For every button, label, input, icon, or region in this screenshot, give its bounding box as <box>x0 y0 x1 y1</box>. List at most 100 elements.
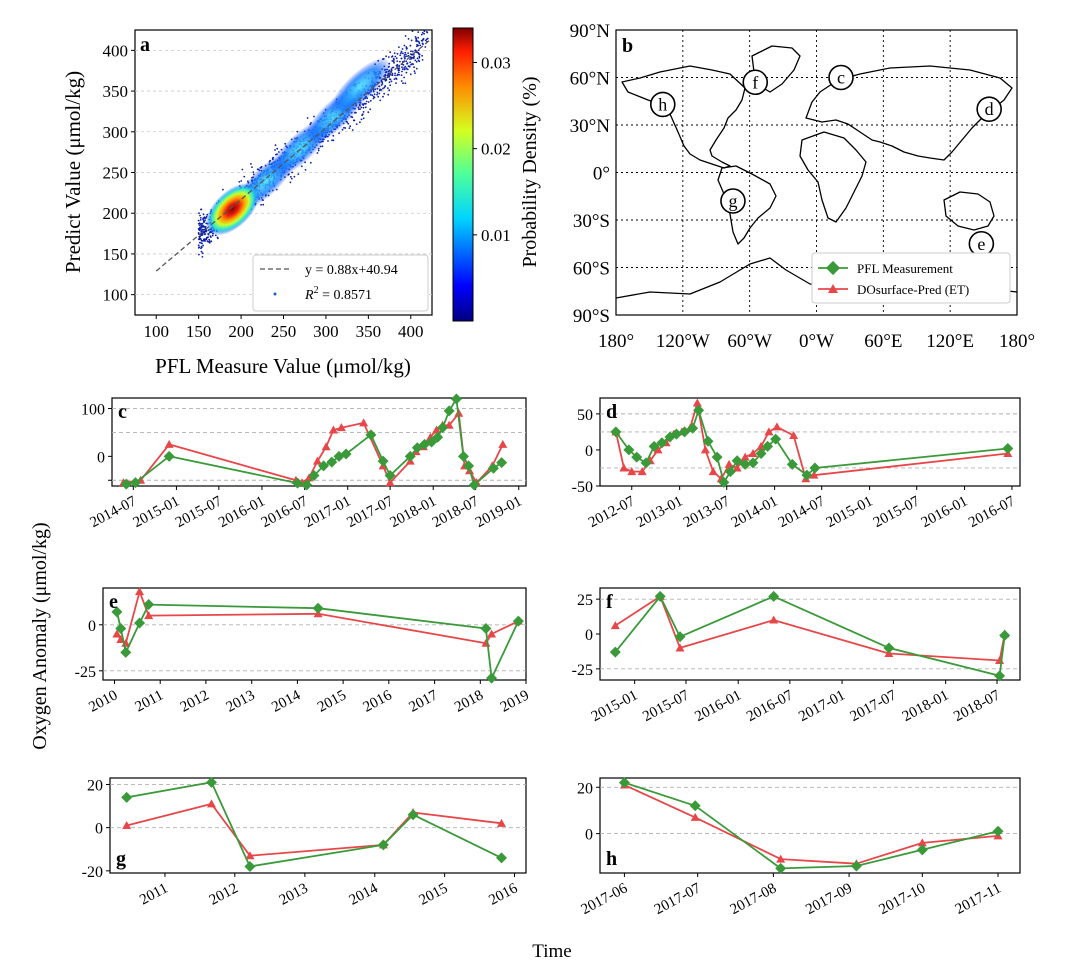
series-group-e <box>111 587 524 684</box>
pfl-marker <box>163 450 175 462</box>
scatter-point <box>396 52 399 55</box>
legend-b: PFL Measurement DOsurface-Pred (ET) <box>811 252 1011 304</box>
scatter-point <box>199 223 202 226</box>
scatter-point <box>203 238 206 241</box>
pred-marker <box>724 459 734 468</box>
x-tick-label-a: 200 <box>228 322 254 341</box>
scatter-point <box>376 93 378 96</box>
scatter-point <box>386 76 389 79</box>
scatter-point <box>391 60 394 62</box>
scatter-point <box>365 100 368 103</box>
x-tick-label-e: 2019 <box>498 687 532 715</box>
pfl-marker <box>437 422 449 434</box>
scatter-point <box>364 106 367 109</box>
scatter-point <box>406 68 409 71</box>
scatter-point <box>201 229 203 232</box>
scatter-point <box>369 108 372 111</box>
site-label-f: f <box>752 72 758 92</box>
scatter-point <box>396 60 399 62</box>
scatter-point <box>398 73 400 76</box>
scatter-point <box>402 52 404 55</box>
scatter-point <box>241 168 244 171</box>
scatter-point <box>200 242 203 245</box>
scatter-point <box>410 39 413 42</box>
fit-line <box>155 37 432 272</box>
plot-frame-f <box>599 587 1021 681</box>
scatter-point <box>409 61 412 64</box>
scatter-point <box>409 53 412 55</box>
scatter-point <box>388 81 391 84</box>
pfl-marker <box>739 458 751 470</box>
y-tick-label-g: -20 <box>82 864 103 881</box>
y-tick-label-g: 0 <box>95 821 103 838</box>
pfl-marker <box>120 478 132 490</box>
scatter-point <box>419 44 422 47</box>
scatter-point <box>400 80 403 82</box>
scatter-point <box>425 31 428 33</box>
scatter-point <box>197 244 200 247</box>
australia-coast <box>943 191 995 231</box>
pfl-marker <box>468 479 480 491</box>
pfl-marker <box>762 440 774 452</box>
y-tick-label-d: 0 <box>585 443 593 460</box>
pfl-marker <box>111 606 123 618</box>
series-group-f <box>609 590 1011 682</box>
scatter-point <box>398 64 400 67</box>
pfl-marker <box>377 455 389 467</box>
scatter-point <box>404 35 407 37</box>
pfl-marker <box>443 405 455 417</box>
map-lat-label: 30°S <box>573 211 610 232</box>
scatter-point <box>202 218 205 221</box>
pfl-marker <box>999 629 1011 641</box>
scatter-point <box>377 95 380 98</box>
scatter-point <box>387 87 389 89</box>
scatter-point <box>208 238 211 241</box>
x-tick-label-d: 2014-01 <box>729 493 781 531</box>
y-tick-label-a: 100 <box>103 286 129 305</box>
pred-marker <box>122 821 132 829</box>
pfl-marker <box>992 825 1004 837</box>
pfl-marker <box>609 646 621 658</box>
x-tick-label-e: 2017 <box>406 687 440 715</box>
scatter-point <box>404 65 407 68</box>
site-label-e: e <box>977 234 985 254</box>
scatter-point <box>387 93 390 96</box>
site-marker-h <box>649 91 676 118</box>
scatter-point <box>197 247 200 249</box>
pfl-marker <box>747 457 759 469</box>
map-lon-label: 180° <box>598 331 634 352</box>
site-marker-f <box>742 69 769 96</box>
pfl-marker <box>770 433 782 445</box>
y-tick-label-a: 350 <box>103 82 129 101</box>
site-marker-c <box>828 64 854 91</box>
ticks-a: 100 150 200 250 300 350 400 100 150 200 250 300 350 4… <box>103 41 424 341</box>
pred-marker <box>700 445 710 454</box>
scatter-point <box>378 89 381 92</box>
y-tick-label-d: -50 <box>572 479 593 496</box>
scatter-point <box>379 99 382 102</box>
scatter-point <box>332 134 335 137</box>
scatter-point <box>417 49 420 52</box>
scatter-point <box>373 93 376 96</box>
scatter-point <box>382 95 384 98</box>
scatter-point <box>405 48 408 50</box>
scatter-point <box>410 50 412 53</box>
x-tick-label-e: 2015 <box>315 687 349 715</box>
africa-coast <box>799 131 867 223</box>
scatter-point <box>385 79 388 82</box>
legend-a: y = 0.88x+40.94 R2 = 0.8571 <box>252 254 429 312</box>
scatter-point <box>421 39 424 42</box>
scatter-point <box>262 203 265 206</box>
scatter-point <box>200 217 202 219</box>
scatter-point <box>424 39 427 42</box>
x-tick-label-f: 2016-07 <box>744 687 796 725</box>
map-lat-label: 0° <box>593 164 610 185</box>
x-tick-label-h: 2017-11 <box>953 880 1004 917</box>
map-lon-label: 0°W <box>799 331 834 352</box>
scatter-point <box>274 144 277 147</box>
series-group-c <box>118 393 508 491</box>
pfl-marker <box>480 622 492 634</box>
panel-label-e: e <box>109 591 118 613</box>
